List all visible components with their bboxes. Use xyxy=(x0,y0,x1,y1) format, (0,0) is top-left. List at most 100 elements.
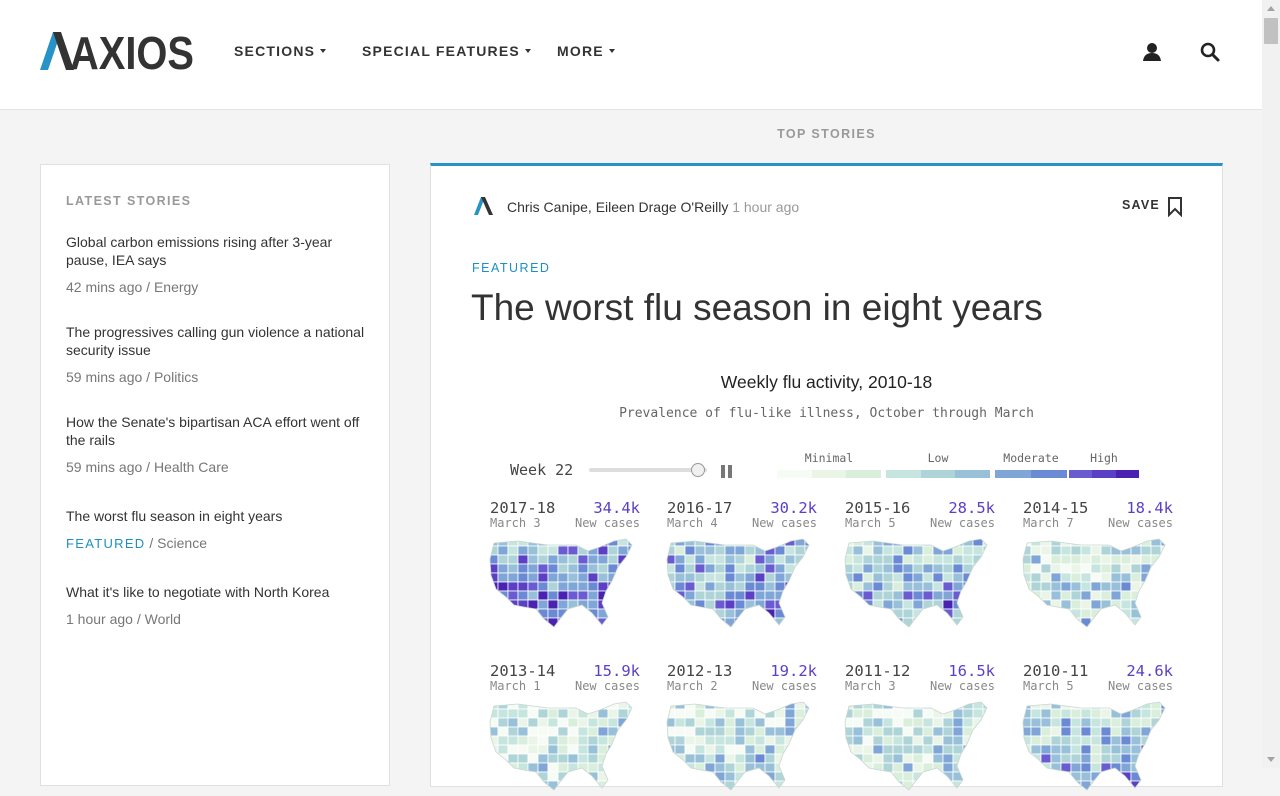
state-cell xyxy=(675,709,685,718)
state-cell xyxy=(675,745,685,754)
state-cell xyxy=(1031,546,1041,555)
state-cell xyxy=(795,600,805,609)
pause-icon[interactable] xyxy=(721,465,733,478)
story-section[interactable]: Science xyxy=(157,535,207,551)
state-cell xyxy=(805,727,815,736)
featured-tag[interactable]: FEATURED xyxy=(472,261,550,275)
state-cell xyxy=(528,609,538,618)
state-cell xyxy=(1091,627,1101,636)
story-section[interactable]: Energy xyxy=(154,279,198,295)
user-icon[interactable] xyxy=(1141,41,1163,63)
state-cell xyxy=(853,600,863,609)
state-cell xyxy=(785,564,795,573)
state-cell xyxy=(963,745,973,754)
bookmark-icon[interactable] xyxy=(1167,197,1183,217)
state-cell xyxy=(1021,537,1031,546)
save-button[interactable]: SAVE xyxy=(1122,198,1160,212)
state-cell xyxy=(903,627,913,636)
scroll-up-arrow-icon[interactable] xyxy=(1267,6,1275,11)
story-section[interactable]: World xyxy=(145,611,181,627)
featured-tag[interactable]: FEATURED xyxy=(66,536,146,551)
state-cell xyxy=(893,546,903,555)
page-scrollbar[interactable] xyxy=(1262,0,1280,768)
state-cell xyxy=(1091,754,1101,763)
story-title[interactable]: The progressives calling gun violence a … xyxy=(66,323,366,359)
state-cell xyxy=(1041,754,1051,763)
state-cell xyxy=(1041,591,1051,600)
scrollbar-thumb[interactable] xyxy=(1264,18,1278,44)
scroll-down-arrow-icon[interactable] xyxy=(1267,757,1275,762)
us-flu-map xyxy=(665,537,813,633)
story-title[interactable]: What it's like to negotiate with North K… xyxy=(66,583,366,601)
state-cell xyxy=(1061,718,1071,727)
state-cell xyxy=(1131,736,1141,745)
state-cell xyxy=(508,546,518,555)
state-cell xyxy=(983,591,993,600)
state-cell xyxy=(1161,564,1171,573)
nav-special-features[interactable]: SPECIAL FEATURES xyxy=(362,43,531,59)
list-item[interactable]: The progressives calling gun violence a … xyxy=(66,323,366,385)
season-name: 2013-14 xyxy=(490,662,555,680)
state-cell xyxy=(1081,618,1091,627)
state-cell xyxy=(538,790,548,796)
state-cell xyxy=(1141,555,1151,564)
state-cell xyxy=(598,573,608,582)
season-map-2010-11: 2010-11 24.6k March 5 New cases xyxy=(1023,662,1173,694)
list-item[interactable]: Global carbon emissions rising after 3-y… xyxy=(66,233,366,295)
state-cell xyxy=(518,727,528,736)
author-names[interactable]: Chris Canipe, Eileen Drage O'Reilly xyxy=(507,199,728,215)
state-cell xyxy=(903,772,913,781)
season-header: 2012-13 19.2k March 2 New cases xyxy=(667,662,817,694)
state-cell xyxy=(665,537,675,546)
state-cell xyxy=(963,582,973,591)
state-cell xyxy=(628,718,638,727)
state-cell xyxy=(755,618,765,627)
state-cell xyxy=(913,718,923,727)
state-cell xyxy=(745,609,755,618)
state-cell xyxy=(755,564,765,573)
state-cell xyxy=(1141,627,1151,636)
state-cell xyxy=(665,564,675,573)
state-cell xyxy=(1031,591,1041,600)
axios-logo[interactable]: AXIOS xyxy=(40,30,196,72)
slider-track[interactable] xyxy=(589,468,707,472)
state-cell xyxy=(488,618,498,627)
state-cell xyxy=(863,736,873,745)
story-section[interactable]: Politics xyxy=(154,369,198,385)
slider-handle[interactable] xyxy=(691,463,705,477)
state-cell xyxy=(933,564,943,573)
state-cell xyxy=(628,537,638,546)
list-item[interactable]: How the Senate's bipartisan ACA effort w… xyxy=(66,413,366,475)
state-cell xyxy=(1061,627,1071,636)
nav-sections[interactable]: SECTIONS xyxy=(234,43,326,59)
week-slider[interactable] xyxy=(589,465,707,475)
state-cell xyxy=(695,582,705,591)
state-cell xyxy=(1021,600,1031,609)
nav-more[interactable]: MORE xyxy=(557,43,615,59)
state-cell xyxy=(1041,718,1051,727)
state-cell xyxy=(755,591,765,600)
state-cell xyxy=(735,727,745,736)
state-cell xyxy=(498,591,508,600)
story-title[interactable]: The worst flu season in eight years xyxy=(66,507,366,525)
state-cell xyxy=(608,618,618,627)
story-title[interactable]: How the Senate's bipartisan ACA effort w… xyxy=(66,413,366,449)
search-icon[interactable] xyxy=(1199,41,1221,63)
list-item[interactable]: The worst flu season in eight years FEAT… xyxy=(66,507,366,551)
state-cell xyxy=(725,591,735,600)
state-cell xyxy=(588,564,598,573)
new-cases-label: New cases xyxy=(1108,516,1173,530)
state-cell xyxy=(913,573,923,582)
state-cell xyxy=(1121,564,1131,573)
story-title[interactable]: Global carbon emissions rising after 3-y… xyxy=(66,233,366,269)
state-cell xyxy=(903,564,913,573)
state-cell xyxy=(913,745,923,754)
state-cell xyxy=(528,781,538,790)
list-item[interactable]: What it's like to negotiate with North K… xyxy=(66,583,366,627)
season-header: 2017-18 34.4k March 3 New cases xyxy=(490,499,640,531)
state-cell xyxy=(628,781,638,790)
state-cell xyxy=(1101,609,1111,618)
state-cell xyxy=(685,582,695,591)
state-cell xyxy=(508,754,518,763)
story-section[interactable]: Health Care xyxy=(154,459,229,475)
